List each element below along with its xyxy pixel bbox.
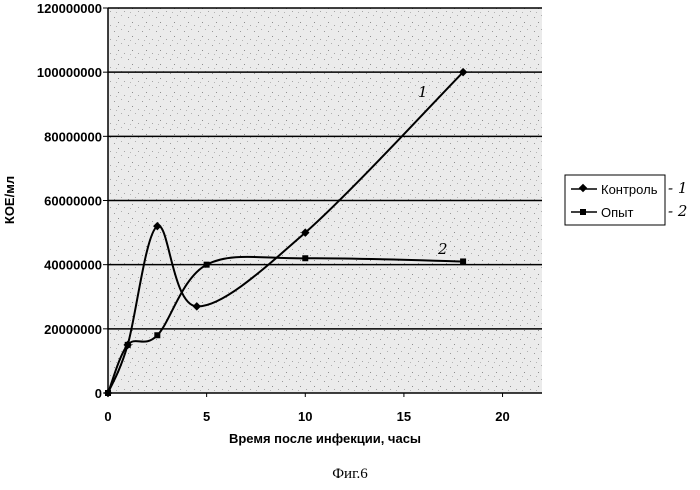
y-axis-title: КОЕ/мл	[2, 176, 17, 224]
x-axis-title: Время после инфекции, часы	[229, 431, 421, 446]
x-tick-labels: 0 5 10 15 20	[104, 409, 509, 424]
x-tick-label-4: 20	[495, 409, 509, 424]
series-2-point-4	[302, 255, 308, 261]
y-tick-labels: 0 20000000 40000000 60000000 80000000 1000000…	[37, 1, 102, 401]
y-tick-label-3: 60000000	[44, 194, 102, 209]
legend-marker-experiment	[580, 209, 586, 215]
legend-hand-mark-1: - 1	[668, 179, 687, 197]
figure-caption: Фиг.6	[332, 466, 368, 482]
legend-hand-mark-2: - 2	[668, 202, 687, 220]
legend: Контроль Опыт	[565, 175, 665, 225]
y-tick-label-4: 80000000	[44, 129, 102, 144]
curve-1-hand-mark: 1	[418, 83, 428, 101]
x-tick-label-3: 15	[397, 409, 411, 424]
y-tick-label-1: 20000000	[44, 322, 102, 337]
x-tick-label-0: 0	[104, 409, 111, 424]
series-2-point-5	[460, 258, 466, 264]
series-2-point-2	[154, 332, 160, 338]
legend-label-experiment: Опыт	[601, 205, 633, 220]
y-tick-label-2: 40000000	[44, 258, 102, 273]
x-tick-label-1: 5	[203, 409, 210, 424]
y-tick-label-0: 0	[95, 386, 102, 401]
series-2-point-1	[125, 342, 131, 348]
curve-2-hand-mark: 2	[437, 240, 448, 258]
series-2-point-3	[204, 262, 210, 268]
x-tick-label-2: 10	[298, 409, 312, 424]
series-2-point-0	[105, 390, 111, 396]
y-tick-label-5: 100000000	[37, 65, 102, 80]
y-tick-label-6: 120000000	[37, 1, 102, 16]
legend-label-control: Контроль	[601, 182, 658, 197]
